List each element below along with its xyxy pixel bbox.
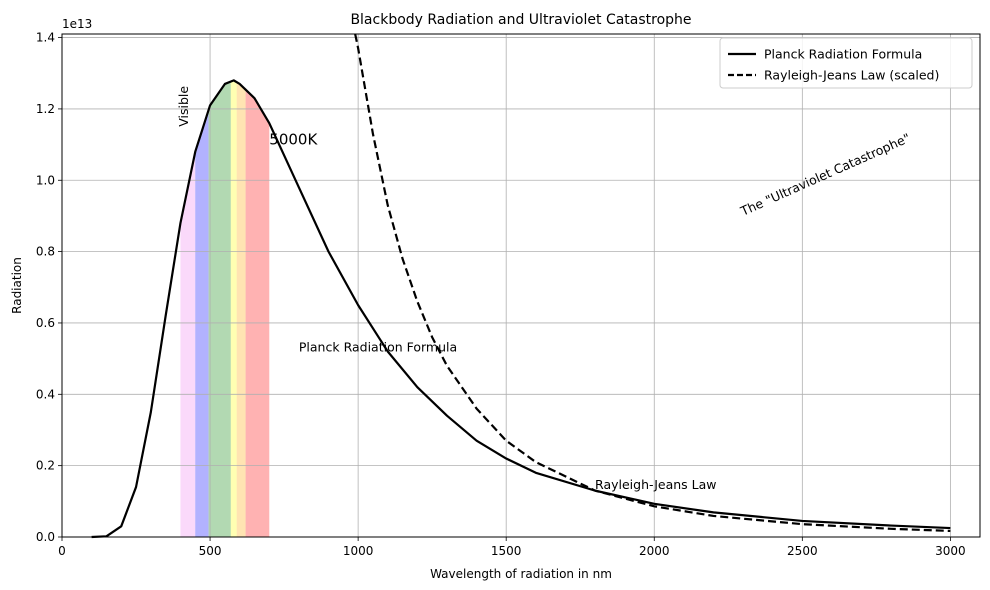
y-tick-label: 0.4 bbox=[36, 387, 55, 401]
y-tick-label: 1.0 bbox=[36, 173, 55, 187]
visible-band-5 bbox=[245, 89, 270, 537]
axis-ticks: 0 500 1000 1500 2000 2500 3000 0.0 0.2 0.4 0.6 0.8 1… bbox=[36, 31, 966, 558]
visible-band-3 bbox=[230, 80, 237, 537]
y-tick-label: 0.8 bbox=[36, 245, 55, 259]
visible-band-2 bbox=[208, 81, 231, 538]
x-tick-label: 2000 bbox=[639, 544, 670, 558]
annotation-1: 5000K bbox=[269, 131, 318, 149]
y-axis-label: Radiation bbox=[10, 257, 24, 314]
legend: Planck Radiation Formula Rayleigh-Jeans L… bbox=[719, 37, 973, 89]
x-tick-label: 2500 bbox=[787, 544, 818, 558]
x-tick-label: 0 bbox=[58, 544, 66, 558]
x-tick-label: 1500 bbox=[491, 544, 522, 558]
y-tick-label: 1.4 bbox=[36, 31, 55, 45]
y-tick-label: 0.2 bbox=[36, 459, 55, 473]
legend-box bbox=[719, 37, 973, 89]
x-tick-label: 1000 bbox=[343, 544, 374, 558]
legend-label: Planck Radiation Formula bbox=[764, 47, 922, 62]
visible-band-1 bbox=[195, 109, 209, 537]
y-tick-label: 1.2 bbox=[36, 102, 55, 116]
legend-label: Rayleigh-Jeans Law (scaled) bbox=[764, 68, 939, 83]
series-lines bbox=[91, 33, 951, 539]
visible-band-0 bbox=[180, 151, 196, 538]
annotation-2: Planck Radiation Formula bbox=[299, 339, 457, 354]
visible-band-4 bbox=[236, 82, 246, 537]
x-tick-label: 500 bbox=[199, 544, 222, 558]
x-axis-label: Wavelength of radiation in nm bbox=[430, 567, 612, 581]
x-tick-label: 3000 bbox=[935, 544, 966, 558]
visible-spectrum-bands bbox=[180, 80, 270, 538]
chart-title: Blackbody Radiation and Ultraviolet Cata… bbox=[350, 12, 691, 28]
y-tick-label: 0.0 bbox=[36, 530, 55, 544]
axes-frame bbox=[61, 33, 981, 538]
y-axis-offset-label: 1e13 bbox=[62, 17, 92, 31]
annotation-3: Rayleigh-Jeans Law bbox=[595, 477, 716, 492]
rayleigh-jeans-curve bbox=[354, 33, 951, 533]
annotation-0: Visible bbox=[176, 86, 191, 127]
y-tick-label: 0.6 bbox=[36, 316, 55, 330]
